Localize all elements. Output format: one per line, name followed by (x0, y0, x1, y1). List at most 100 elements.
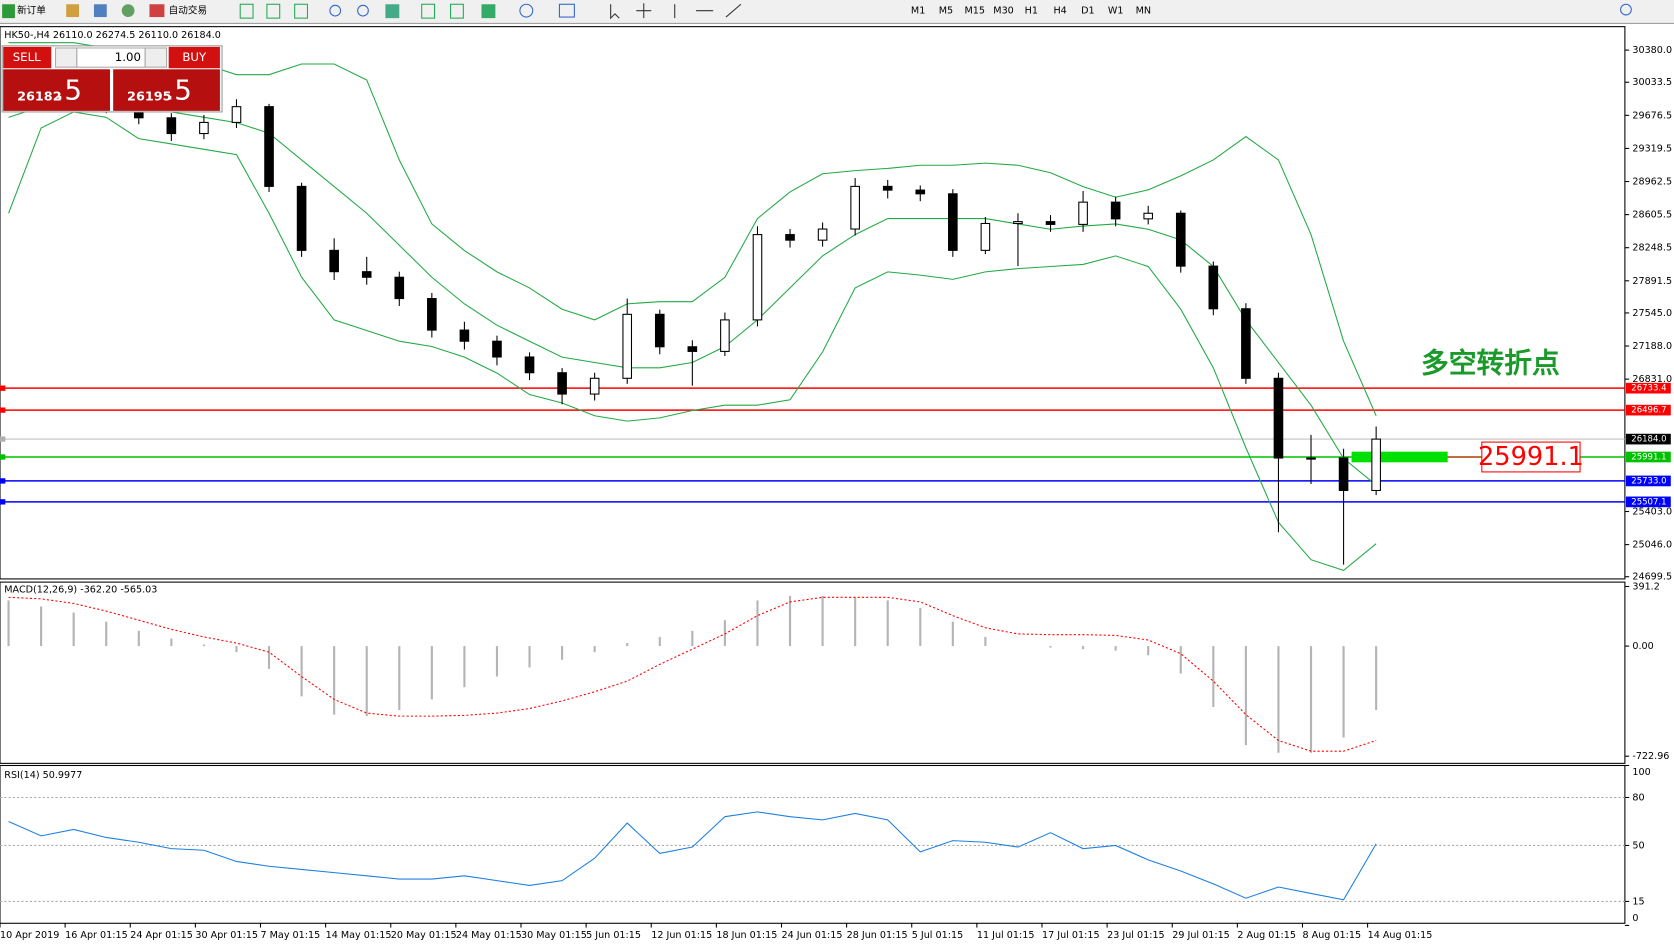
price-tag-left (0, 478, 6, 484)
lot-up[interactable] (144, 47, 168, 68)
x-tick-label: 30 May 01:15 (521, 930, 587, 941)
crosshair-tool[interactable] (636, 3, 652, 19)
timeframe[interactable]: M30 (993, 6, 1014, 17)
candle-body (427, 298, 437, 331)
candle-body (459, 329, 470, 342)
auto-trading[interactable]: 自动交易 (169, 5, 207, 17)
timeframe[interactable]: M1 (911, 6, 925, 17)
candle-body (1371, 438, 1381, 492)
x-tick-label: 5 Jul 01:15 (912, 930, 963, 941)
toolbar-icons (239, 3, 742, 20)
ask-main[interactable]: 26195 (127, 90, 172, 105)
y-tick-label: 28605.5 (1632, 210, 1672, 221)
zoom-out[interactable] (357, 4, 369, 17)
search[interactable] (1620, 3, 1632, 16)
y-tick-label: 30380.0 (1632, 45, 1672, 56)
sell-button[interactable] (3, 46, 52, 69)
bid-pip[interactable]: .5 (56, 74, 82, 107)
candle-body (1078, 201, 1088, 225)
price-tag (1625, 475, 1671, 487)
annotation: 多空转折点 (1421, 347, 1560, 380)
tool[interactable] (385, 4, 400, 19)
tool[interactable] (558, 3, 575, 18)
tool[interactable] (449, 3, 464, 19)
cursor-tool[interactable] (610, 4, 620, 20)
tool[interactable] (421, 3, 436, 19)
candle-body (1143, 212, 1154, 220)
price-tag-label: 26496.7 (1631, 406, 1666, 416)
candle-body (166, 117, 177, 135)
toolbar-icon[interactable] (93, 4, 107, 18)
y-tick-label: 27891.5 (1632, 276, 1672, 287)
ask-pip[interactable]: .5 (165, 74, 191, 107)
y-tick-label: 29676.5 (1632, 110, 1672, 121)
candle-body (524, 356, 535, 374)
toolbar (0, 0, 1674, 24)
tool[interactable] (239, 3, 254, 19)
y-tick-label: 27545.0 (1632, 308, 1672, 319)
ask-box[interactable] (113, 69, 220, 111)
buy-button[interactable] (168, 46, 220, 69)
toolbar-icon[interactable] (121, 4, 135, 18)
lot-value[interactable]: 1.00 (115, 50, 141, 64)
y-tick-label: 29319.5 (1632, 143, 1672, 154)
y-tick-label: 24699.5 (1632, 572, 1672, 583)
lot-down[interactable] (54, 47, 78, 68)
tool[interactable] (519, 3, 534, 18)
candle-body (687, 346, 698, 352)
candle-body (752, 234, 763, 321)
price-tag (1625, 496, 1671, 508)
timeframe[interactable]: H4 (1053, 6, 1066, 17)
x-tick-label: 5 Jun 01:15 (586, 930, 641, 941)
y-tick-label: 28248.5 (1632, 243, 1672, 254)
symbol-header: HK50-,H4 26110.0 26274.5 26110.0 26184.0 (4, 30, 221, 41)
x-tick-label: 14 Aug 01:15 (1368, 930, 1433, 941)
timeframe[interactable]: H1 (1025, 6, 1038, 17)
buy-label[interactable]: BUY (182, 50, 207, 64)
bollinger-upper (8, 42, 1377, 416)
zoom-in[interactable] (329, 4, 342, 17)
new-order[interactable]: 新订单 (17, 5, 46, 17)
candle-body (1208, 265, 1219, 310)
rsi-panel (0, 764, 1626, 924)
bid-main[interactable]: 26182 (17, 90, 62, 105)
trade-panel: SELL 1.00 BUY 26182 .5 26195 .5 (1, 45, 223, 113)
timeframe[interactable]: M15 (964, 6, 985, 17)
candle-body (329, 249, 339, 273)
tool[interactable] (481, 4, 496, 19)
price-tag (1625, 451, 1671, 463)
candle-body (654, 313, 665, 348)
turning-marker (1351, 451, 1448, 463)
timeframe[interactable]: D1 (1081, 6, 1095, 17)
timeframe[interactable]: MN (1136, 6, 1151, 17)
callout-label: 25991.1 (1478, 442, 1584, 472)
x-tick-label: 2 Aug 01:15 (1237, 930, 1296, 941)
y-tick-label: 0 (1632, 913, 1638, 924)
y-tick-label: 30033.5 (1632, 77, 1672, 88)
price-tag-label: 26733.4 (1631, 384, 1666, 394)
candle-body (296, 185, 307, 251)
bollinger-lower (8, 111, 1377, 571)
toolbar-icon[interactable] (66, 4, 80, 18)
candle-body (394, 276, 405, 300)
timeframe[interactable]: W1 (1108, 6, 1124, 17)
candle-body (1306, 457, 1316, 460)
new-order-icon[interactable] (2, 4, 15, 19)
candle-body (1241, 308, 1251, 379)
bid-box[interactable] (3, 69, 110, 111)
y-tick-label: 80 (1632, 792, 1644, 803)
x-tick-label: 30 Apr 01:15 (195, 930, 258, 941)
y-tick-label: 26831.0 (1632, 374, 1672, 385)
tool[interactable] (266, 3, 281, 19)
y-tick-label: 50 (1632, 840, 1644, 851)
sell-label[interactable]: SELL (13, 50, 41, 64)
rsi-label: RSI(14) 50.9977 (4, 770, 82, 781)
tool[interactable] (294, 3, 309, 19)
timeframe[interactable]: M5 (939, 6, 953, 17)
price-tag-left (0, 499, 6, 505)
macd-label: MACD(12,26,9) -362.20 -565.03 (4, 585, 157, 596)
candle-body (850, 185, 860, 230)
candle-body (915, 189, 926, 195)
line-tools[interactable] (674, 3, 742, 19)
auto-trading-icon[interactable] (149, 4, 165, 18)
